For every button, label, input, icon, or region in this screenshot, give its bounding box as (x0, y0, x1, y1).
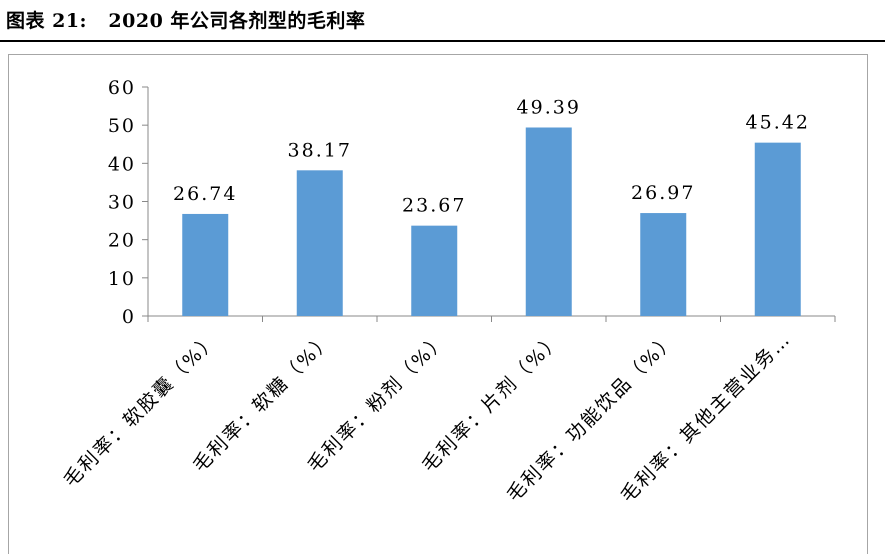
data-label: 38.17 (288, 139, 352, 161)
category-labels: 毛利率：软胶囊（%）毛利率：软糖（%）毛利率：粉剂（%）毛利率：片剂（%）毛利率… (59, 328, 795, 507)
data-labels: 26.74 38.17 23.67 49.39 26.97 45.42 (173, 96, 810, 217)
y-tick-label: 60 (108, 77, 136, 99)
data-label: 49.39 (517, 96, 581, 118)
bar (525, 127, 572, 316)
y-tick-label: 0 (122, 306, 136, 328)
data-label: 26.74 (173, 183, 237, 205)
bar (640, 213, 687, 316)
data-label: 23.67 (402, 195, 466, 217)
title-rule (0, 40, 885, 42)
bars (182, 127, 801, 316)
bar (296, 170, 343, 316)
data-label: 45.42 (746, 112, 810, 134)
y-tick-label: 10 (108, 268, 136, 290)
axes: 0 10 20 30 40 50 60 (108, 77, 836, 328)
bar (754, 142, 801, 316)
y-tick-label: 50 (108, 115, 136, 137)
y-tick-label: 30 (108, 192, 136, 214)
figure-title: 图表 21: 2020 年公司各剂型的毛利率 (6, 10, 366, 32)
y-tick-label: 40 (108, 153, 136, 175)
bar (182, 213, 229, 316)
chart-frame (8, 54, 868, 554)
y-tick-label: 20 (108, 230, 136, 252)
data-label: 26.97 (631, 182, 695, 204)
bar (411, 225, 458, 316)
